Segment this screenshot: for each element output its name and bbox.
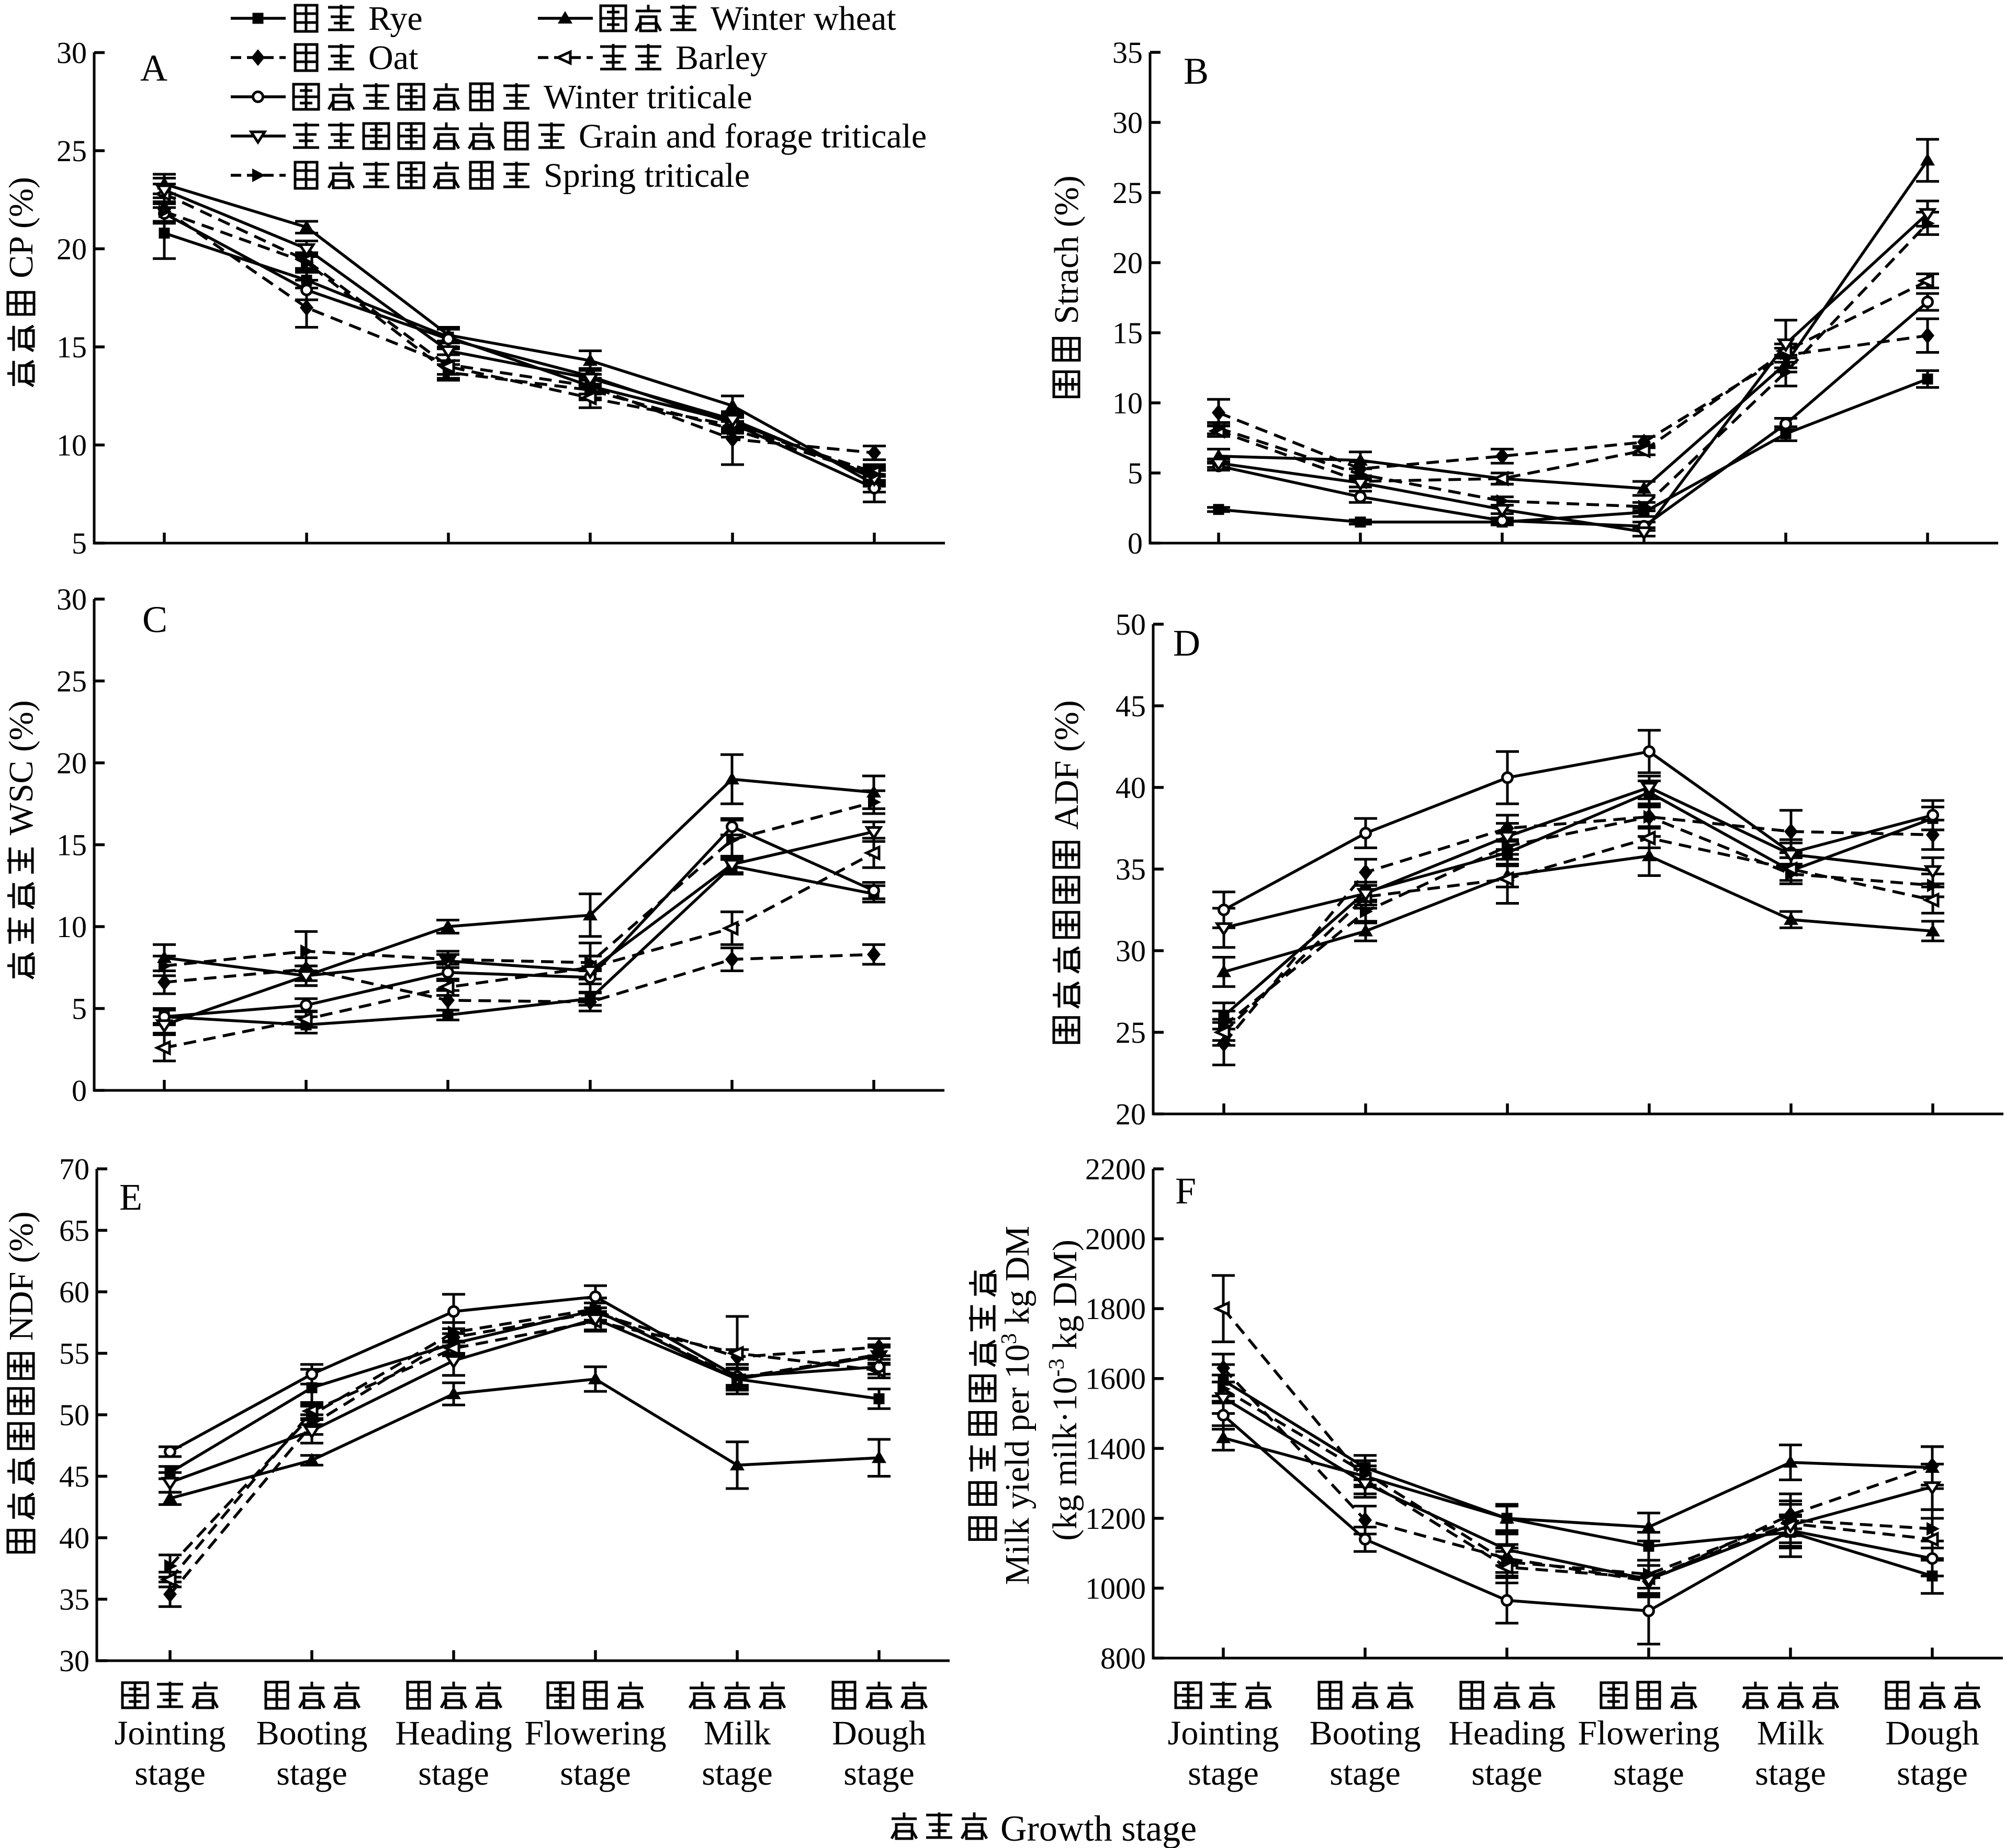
svg-text:stage: stage: [1897, 1754, 1968, 1793]
svg-text:Milk: Milk: [1757, 1714, 1824, 1752]
svg-text:1600: 1600: [1085, 1362, 1146, 1396]
svg-text:Dough: Dough: [1885, 1714, 1979, 1752]
svg-text:F: F: [1175, 1170, 1196, 1212]
svg-text:70: 70: [59, 1152, 89, 1186]
svg-text:B: B: [1184, 50, 1209, 92]
svg-text:Flowering: Flowering: [524, 1714, 666, 1752]
svg-text:2200: 2200: [1085, 1152, 1146, 1186]
svg-text:Winter triticale: Winter triticale: [544, 78, 752, 116]
svg-text:Booting: Booting: [1310, 1714, 1421, 1752]
svg-text:1000: 1000: [1085, 1571, 1146, 1605]
svg-text:D: D: [1173, 622, 1200, 664]
svg-text:stage: stage: [276, 1754, 347, 1793]
svg-text:65: 65: [59, 1214, 89, 1248]
svg-text:5: 5: [1128, 456, 1143, 490]
svg-text:stage: stage: [1188, 1754, 1259, 1793]
svg-text:E: E: [119, 1176, 142, 1218]
svg-text:25: 25: [1116, 1016, 1146, 1050]
svg-text:20: 20: [57, 746, 87, 780]
svg-text:30: 30: [1116, 934, 1146, 968]
svg-text:Booting: Booting: [256, 1714, 368, 1752]
svg-text:50: 50: [59, 1398, 89, 1432]
svg-text:A: A: [140, 47, 167, 89]
svg-text:Grain and forage triticale: Grain and forage triticale: [579, 117, 927, 155]
svg-text:45: 45: [1116, 689, 1146, 723]
svg-text:ADF (%): ADF (%): [1047, 700, 1086, 829]
svg-text:Jointing: Jointing: [115, 1714, 226, 1752]
svg-text:35: 35: [1112, 36, 1143, 70]
svg-text:Growth stage: Growth stage: [1000, 1809, 1197, 1848]
svg-text:1800: 1800: [1085, 1292, 1146, 1326]
svg-text:Spring triticale: Spring triticale: [544, 156, 750, 195]
svg-text:45: 45: [59, 1460, 89, 1494]
svg-text:30: 30: [57, 582, 87, 616]
svg-text:15: 15: [57, 828, 87, 862]
svg-text:50: 50: [1116, 607, 1146, 641]
svg-text:0: 0: [1128, 526, 1143, 560]
svg-text:25: 25: [1112, 176, 1143, 210]
svg-text:55: 55: [59, 1337, 89, 1371]
svg-text:WSC (%): WSC (%): [2, 700, 40, 835]
svg-text:Strach (%): Strach (%): [1047, 175, 1086, 324]
svg-text:60: 60: [59, 1275, 89, 1309]
svg-text:Winter wheat: Winter wheat: [711, 0, 896, 38]
svg-text:40: 40: [59, 1521, 89, 1555]
svg-text:stage: stage: [134, 1754, 206, 1793]
svg-text:25: 25: [57, 134, 87, 168]
svg-text:800: 800: [1100, 1641, 1146, 1675]
svg-text:25: 25: [57, 664, 87, 698]
svg-text:30: 30: [59, 1644, 89, 1678]
svg-text:35: 35: [1116, 852, 1146, 886]
svg-text:35: 35: [59, 1583, 89, 1617]
svg-text:NDF (%): NDF (%): [2, 1211, 40, 1340]
svg-text:10: 10: [57, 429, 87, 463]
svg-text:40: 40: [1116, 771, 1146, 805]
svg-text:Oat: Oat: [368, 39, 418, 77]
svg-text:1400: 1400: [1085, 1432, 1146, 1466]
svg-text:20: 20: [1112, 246, 1143, 280]
svg-text:Jointing: Jointing: [1168, 1714, 1279, 1752]
svg-text:1200: 1200: [1085, 1502, 1146, 1536]
svg-text:Heading: Heading: [395, 1714, 512, 1752]
svg-text:stage: stage: [843, 1754, 915, 1793]
svg-text:Dough: Dough: [832, 1714, 926, 1752]
svg-text:20: 20: [1116, 1097, 1146, 1131]
svg-text:C: C: [142, 599, 167, 640]
svg-text:Heading: Heading: [1448, 1714, 1565, 1752]
svg-text:Milk: Milk: [704, 1714, 771, 1752]
svg-text:Barley: Barley: [675, 39, 768, 77]
svg-text:0: 0: [72, 1074, 87, 1108]
svg-text:stage: stage: [702, 1754, 773, 1793]
svg-text:Rye: Rye: [368, 0, 423, 38]
svg-text:10: 10: [1112, 386, 1143, 420]
svg-text:15: 15: [57, 330, 87, 364]
svg-text:Milk yield per 103 kg DM: Milk yield per 103 kg DM: [997, 1226, 1037, 1585]
svg-text:5: 5: [72, 992, 87, 1026]
svg-text:(kg milk·10-3 kg DM): (kg milk·10-3 kg DM): [1045, 1239, 1084, 1541]
svg-text:15: 15: [1112, 316, 1143, 350]
svg-text:20: 20: [57, 232, 87, 266]
svg-text:stage: stage: [418, 1754, 489, 1793]
svg-text:30: 30: [57, 36, 87, 70]
svg-text:stage: stage: [560, 1754, 631, 1793]
svg-text:stage: stage: [1471, 1754, 1542, 1793]
svg-text:2000: 2000: [1085, 1222, 1146, 1256]
svg-text:5: 5: [72, 526, 87, 560]
svg-text:stage: stage: [1755, 1754, 1826, 1793]
svg-text:CP (%): CP (%): [2, 177, 40, 278]
svg-text:10: 10: [57, 910, 87, 944]
svg-text:stage: stage: [1613, 1754, 1684, 1793]
svg-text:30: 30: [1112, 106, 1143, 140]
svg-text:Flowering: Flowering: [1578, 1714, 1719, 1752]
svg-text:stage: stage: [1330, 1754, 1401, 1793]
